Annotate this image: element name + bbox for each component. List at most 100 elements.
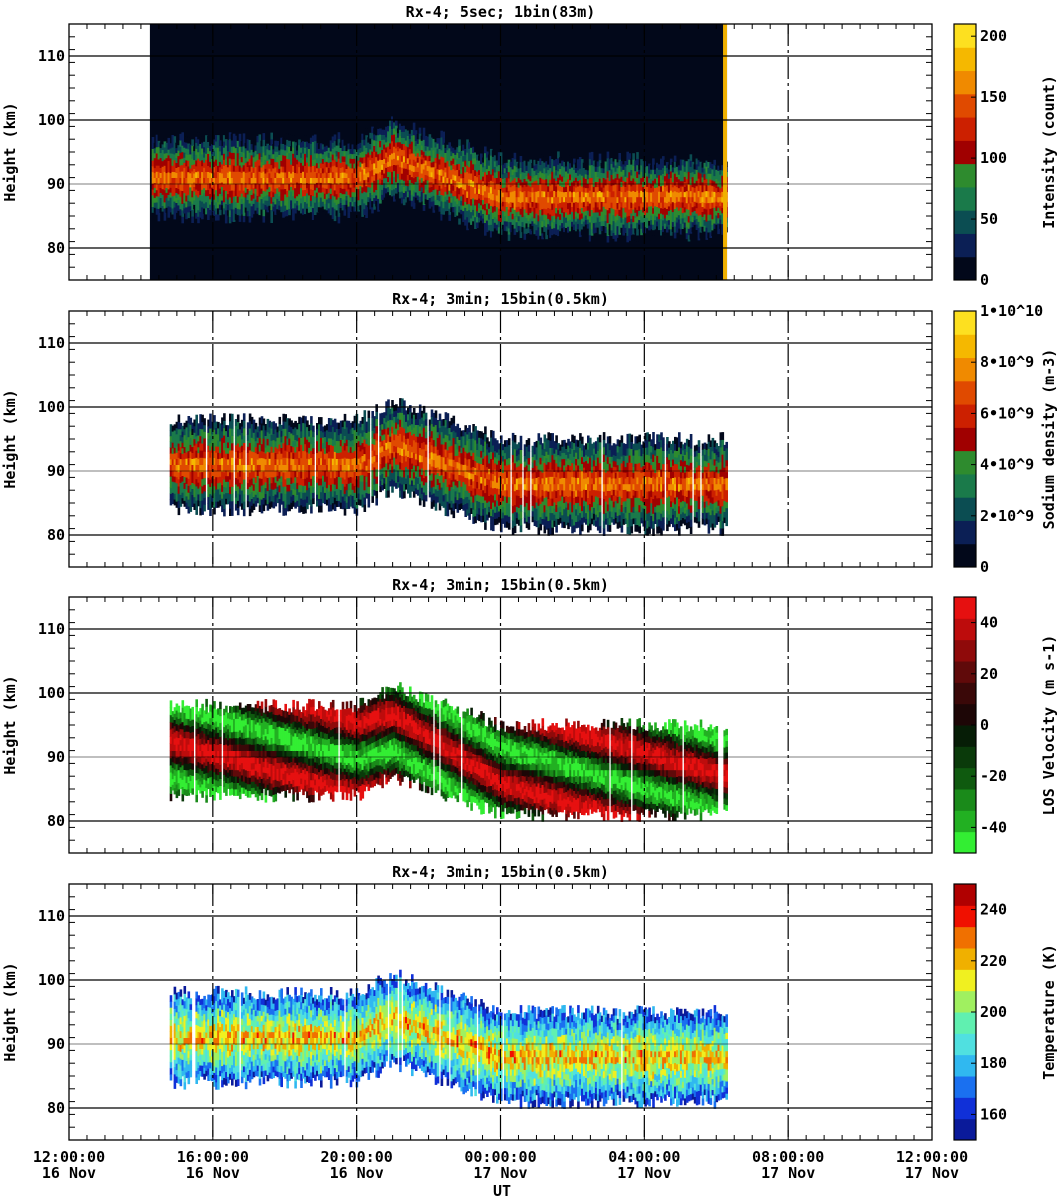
data-cell (228, 145, 232, 153)
data-cell (588, 184, 592, 191)
data-cell (426, 160, 430, 166)
data-cell (371, 182, 374, 189)
data-cell (474, 152, 477, 159)
data-cell (590, 190, 594, 198)
data-cell (389, 143, 392, 150)
data-cell (446, 166, 449, 173)
data-cell (274, 209, 277, 215)
data-cell (309, 160, 313, 167)
data-cell (357, 177, 360, 184)
data-cell (234, 135, 238, 143)
data-cell (215, 153, 218, 160)
data-cell (191, 139, 194, 146)
data-cell (482, 199, 485, 205)
data-cell (179, 208, 182, 216)
data-cell (424, 194, 428, 200)
data-cell (543, 208, 546, 215)
data-cell (582, 172, 586, 178)
data-cell (199, 166, 202, 173)
data-cell (189, 191, 192, 197)
data-cell (551, 209, 554, 217)
data-cell (634, 191, 637, 198)
data-cell (559, 225, 562, 232)
data-cell (280, 154, 283, 161)
data-cell (574, 206, 578, 212)
data-cell (501, 215, 505, 221)
data-cell (422, 192, 426, 200)
data-cell (201, 142, 204, 149)
data-cell (179, 202, 182, 210)
data-cell (565, 201, 568, 208)
data-cell (416, 167, 420, 173)
data-cell (329, 156, 333, 163)
data-cell (213, 204, 216, 211)
data-cell (381, 154, 384, 160)
data-cell (161, 144, 165, 150)
data-cell (608, 169, 612, 176)
data-cell (319, 167, 323, 174)
data-cell (268, 159, 271, 165)
data-cell (367, 186, 370, 193)
data-cell (452, 195, 455, 202)
data-cell (341, 166, 345, 173)
data-cell (464, 213, 467, 220)
data-cell (642, 196, 645, 203)
data-cell (571, 206, 574, 212)
data-cell (311, 183, 315, 190)
data-cell (191, 184, 194, 191)
data-cell (317, 177, 321, 183)
data-cell (363, 133, 366, 140)
data-cell (396, 164, 400, 170)
data-cell (236, 190, 240, 197)
data-cell (349, 163, 353, 169)
data-cell (353, 192, 356, 198)
data-cell (155, 171, 159, 178)
data-cell (586, 201, 590, 207)
data-cell (485, 203, 489, 210)
data-cell (408, 138, 412, 144)
data-cell (517, 215, 521, 222)
data-cell (169, 167, 173, 174)
data-cell (470, 186, 473, 193)
data-cell (349, 206, 353, 212)
data-cell (600, 163, 604, 169)
data-cell (159, 202, 163, 208)
data-cell (440, 181, 443, 189)
data-cell (553, 153, 556, 161)
data-cell (604, 202, 608, 210)
data-cell (242, 183, 246, 191)
data-cell (258, 146, 262, 154)
data-cell (410, 176, 414, 183)
data-cell (462, 210, 465, 217)
data-cell (531, 225, 534, 231)
data-cell (450, 206, 453, 212)
data-cell (165, 197, 169, 203)
data-cell (454, 190, 457, 197)
data-cell (258, 202, 262, 209)
data-cell (396, 173, 400, 179)
data-cell (379, 165, 382, 173)
data-cell (551, 234, 554, 242)
data-cell (175, 202, 178, 208)
data-cell (365, 128, 368, 136)
data-cell (203, 167, 206, 173)
data-cell (610, 185, 614, 192)
data-cell (232, 152, 236, 160)
data-cell (185, 165, 188, 173)
data-cell (598, 215, 602, 222)
data-cell (203, 444, 206, 452)
data-cell (191, 209, 194, 217)
data-cell (294, 177, 297, 184)
data-cell (432, 195, 436, 202)
data-cell (365, 185, 368, 193)
data-cell (153, 197, 157, 203)
data-cell (531, 220, 534, 227)
data-cell (438, 174, 442, 181)
data-cell (343, 166, 347, 173)
data-cell (501, 187, 505, 193)
data-cell (478, 198, 481, 204)
data-cell (173, 177, 177, 184)
data-cell (511, 230, 515, 236)
data-cell (381, 149, 384, 155)
data-cell (618, 165, 621, 173)
